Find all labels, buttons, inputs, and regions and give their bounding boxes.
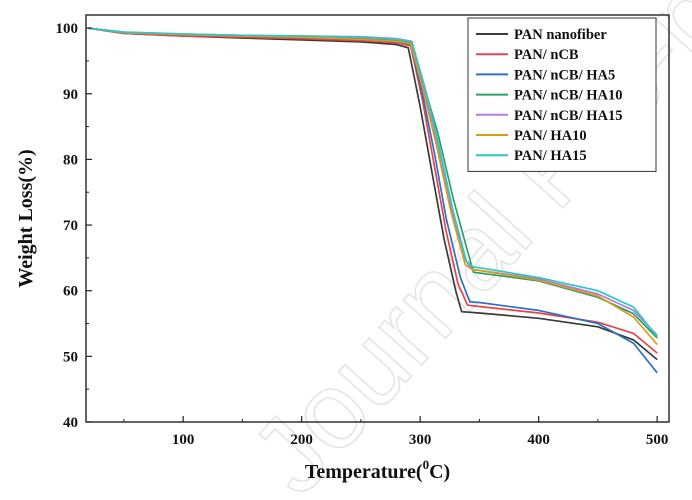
x-tick-label: 500	[646, 432, 669, 448]
series-layer	[88, 27, 658, 374]
x-tick-label: 400	[527, 432, 550, 448]
plot-frame	[85, 14, 670, 423]
legend-label-3: PAN/ nCB/ HA5	[514, 67, 615, 83]
x-tick-label: 300	[409, 432, 432, 448]
x-axis: 100 200 300 400 500	[123, 416, 669, 448]
x-tick-label: 200	[290, 432, 313, 448]
y-tick-label: 80	[63, 152, 78, 168]
legend-label-6: PAN/ HA10	[514, 128, 587, 144]
x-axis-title: Temperature(0C)	[305, 457, 450, 483]
legend-label-4: PAN/ nCB/ HA10	[514, 88, 623, 104]
legend: PAN nanofiber PAN/ nCB PAN/ nCB/ HA5 PAN/ n…	[467, 17, 657, 172]
legend-label-5: PAN/ nCB/ HA15	[514, 108, 623, 124]
y-tick-label: 100	[56, 21, 79, 37]
y-tick-label: 40	[63, 415, 78, 431]
legend-label-7: PAN/ HA15	[514, 148, 587, 164]
legend-label-1: PAN nanofiber	[514, 27, 607, 43]
y-tick-label: 60	[63, 284, 78, 300]
y-axis-title: Weight Loss(%)	[15, 149, 37, 287]
legend-label-2: PAN/ nCB	[514, 47, 579, 63]
x-axis-title-main: Temperature(	[305, 461, 423, 483]
series-line-7	[88, 27, 658, 338]
y-tick-label: 90	[63, 87, 78, 103]
y-tick-label: 50	[63, 349, 78, 365]
y-axis: 40 50 60 70 80 90 100	[56, 21, 92, 431]
y-tick-label: 70	[63, 218, 78, 234]
x-axis-title-end: C)	[429, 461, 450, 483]
x-axis-title-sup: 0	[423, 457, 430, 472]
x-tick-label: 100	[172, 432, 195, 448]
series-line-2	[88, 27, 658, 354]
